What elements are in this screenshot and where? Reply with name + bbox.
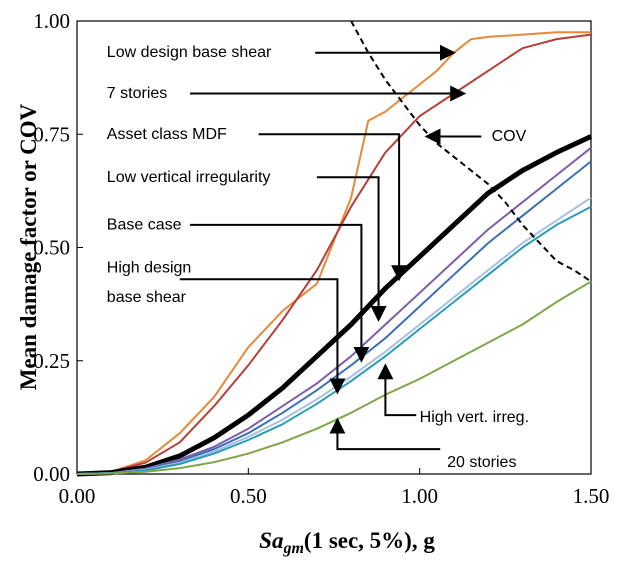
label-asset-class-mdf: Asset class MDF bbox=[107, 126, 227, 143]
annotations-layer: Low design base shear 7 stories Asset clas… bbox=[107, 44, 529, 471]
y-tick-label: 0.25 bbox=[33, 349, 70, 373]
label-high-design-base-shear-2-arrow bbox=[179, 278, 346, 395]
x-tick-label: 1.50 bbox=[573, 484, 610, 508]
series-line-asset-class-mdf bbox=[76, 134, 593, 477]
label-20-stories: 20 stories bbox=[447, 454, 516, 471]
y-tick-label: 0.50 bbox=[33, 236, 70, 260]
y-tick-label: 1.00 bbox=[33, 9, 70, 33]
label-base-case-arrow bbox=[190, 223, 370, 363]
series-line-low-vertical-irregularity bbox=[76, 147, 592, 475]
label-20-stories-arrow bbox=[329, 417, 441, 451]
label-asset-class-mdf-arrow bbox=[258, 133, 408, 282]
x-tick-label: 0.00 bbox=[59, 484, 96, 508]
y-axis-title: Mean damage factor or COV bbox=[16, 103, 41, 390]
label-7-stories: 7 stories bbox=[107, 85, 167, 102]
series-line-low-design-base-shear bbox=[76, 31, 591, 475]
y-tick-label: 0.75 bbox=[33, 122, 70, 146]
x-axis-title-prefix: Sa bbox=[259, 528, 283, 553]
label-low-design-base-shear: Low design base shear bbox=[107, 44, 272, 61]
label-base-case: Base case bbox=[107, 216, 182, 233]
label-high-design-base-shear-1: High design bbox=[107, 259, 192, 276]
axes: 0.00 0.50 1.00 1.50 0.00 0.25 0.50 0.75 1.00 bbox=[33, 9, 609, 508]
label-high-design-base-shear-2: base shear bbox=[107, 289, 187, 306]
series-line-seven-stories bbox=[76, 33, 592, 475]
y-tick-label: 0.00 bbox=[33, 462, 70, 486]
x-axis-title: Sagm(1 sec, 5%), g bbox=[259, 528, 435, 557]
x-axis-title-subscript: gm bbox=[282, 540, 303, 557]
label-low-vertical-irregularity: Low vertical irregularity bbox=[107, 169, 271, 186]
x-tick-label: 1.00 bbox=[401, 484, 438, 508]
series-line-cov bbox=[350, 20, 592, 283]
label-low-vertical-irregularity-arrow bbox=[316, 176, 387, 322]
label-high-vert-irreg-arrow bbox=[377, 363, 417, 417]
label-high-vert-irreg: High vert. irreg. bbox=[420, 409, 529, 426]
label-cov: COV bbox=[492, 128, 527, 145]
x-tick-label: 0.50 bbox=[230, 484, 267, 508]
x-axis-title-suffix: (1 sec, 5%), g bbox=[304, 528, 435, 553]
